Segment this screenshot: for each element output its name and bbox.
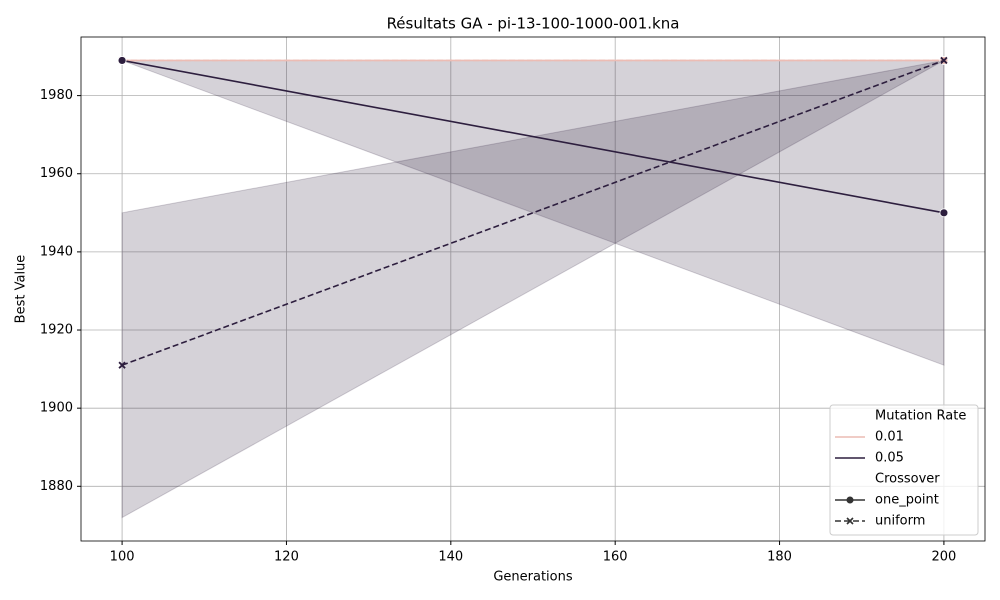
plot-frame: [80, 36, 986, 542]
x-tick-label: 100: [110, 550, 135, 565]
x-tick-label: 180: [767, 550, 792, 565]
legend-label: 0.05: [875, 451, 904, 466]
x-axis-label: Generations: [493, 570, 573, 585]
legend-label: 0.01: [875, 430, 904, 445]
x-tick-label: 160: [603, 550, 628, 565]
legend-marker: [846, 496, 854, 504]
y-tick-label: 1980: [40, 88, 73, 103]
legend-title: Mutation Rate: [875, 409, 966, 424]
marker: [939, 208, 949, 218]
line: [121, 59, 945, 366]
line: [121, 59, 945, 214]
legend-label: one_point: [875, 493, 939, 508]
y-axis-label: Best Value: [14, 255, 29, 324]
legend-marker: [846, 517, 854, 525]
marker: [117, 56, 127, 65]
y-tick-label: 1880: [40, 479, 73, 494]
legend-title: Crossover: [875, 472, 940, 487]
y-tick-label: 1920: [40, 323, 73, 338]
y-tick-label: 1940: [40, 244, 73, 259]
x-tick-label: 140: [438, 550, 463, 565]
x-tick-label: 120: [274, 550, 299, 565]
legend-label: uniform: [875, 514, 925, 529]
y-tick-label: 1960: [40, 166, 73, 181]
legend-box: [829, 404, 979, 536]
marker: [940, 56, 948, 65]
chart-title: Résultats GA - pi-13-100-1000-001.kna: [387, 15, 680, 33]
marker: [118, 361, 126, 369]
y-tick-label: 1900: [40, 401, 73, 416]
x-tick-label: 200: [931, 550, 956, 565]
legend: Mutation Rate 0.01 0.05 Crossover one_pointu…: [829, 404, 979, 536]
